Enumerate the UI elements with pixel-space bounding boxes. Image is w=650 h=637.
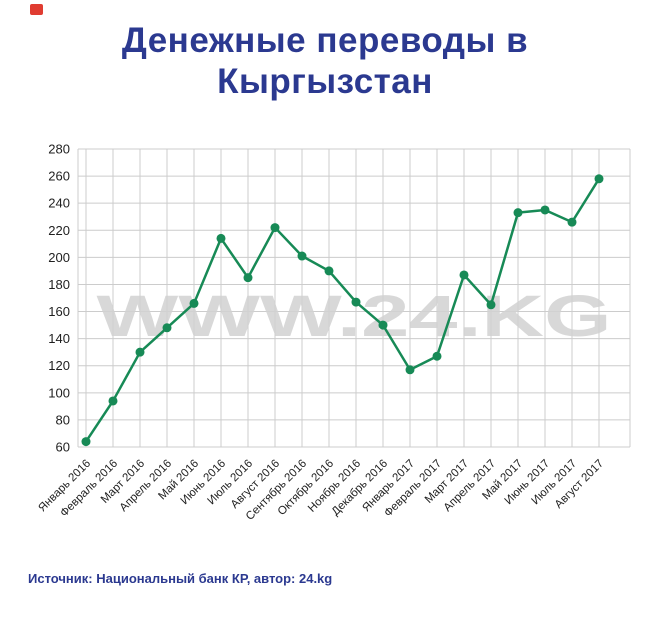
y-tick-label: 220 [48,222,70,237]
data-point [567,217,577,227]
data-point [405,364,415,374]
chart-area: 60 80 100 120 140 160 180 200 220 240 260 280 WWW.24… [0,129,650,549]
data-point [594,173,604,183]
source-note: Источник: Национальный банк КР, автор: 2… [28,570,333,586]
y-tick-label: 80 [56,412,70,427]
line-series [84,177,601,443]
data-point [108,396,118,406]
y-tick-label: 120 [48,358,70,373]
y-tick-label: 200 [48,249,70,264]
data-point [81,436,91,446]
data-point [189,298,199,308]
page-title: Денежные переводы в Кыргызстан [121,21,529,102]
data-point [432,351,442,361]
y-tick-label: 240 [48,195,70,210]
data-point [162,322,172,332]
data-point [216,233,226,243]
y-tick-label: 280 [48,141,70,156]
data-point [351,297,361,307]
logo-fragment [30,4,43,15]
data-point [243,272,253,282]
y-tick-label: 180 [48,277,70,292]
data-point [459,270,469,280]
data-point [486,299,496,309]
y-tick-label: 160 [48,304,70,319]
watermark: WWW.24.KG [97,284,612,349]
y-tick-label: 100 [48,385,70,400]
line-chart: 60 80 100 120 140 160 180 200 220 240 260 280 WWW.24… [36,141,631,523]
y-tick-label: 260 [48,168,70,183]
data-point [540,205,550,215]
data-point [270,222,280,232]
data-point [513,207,523,217]
data-point [135,347,145,357]
y-tick-label: 140 [48,331,70,346]
y-tick-label: 60 [56,439,70,454]
data-point [297,251,307,261]
data-point [324,266,334,276]
data-point [378,320,388,330]
